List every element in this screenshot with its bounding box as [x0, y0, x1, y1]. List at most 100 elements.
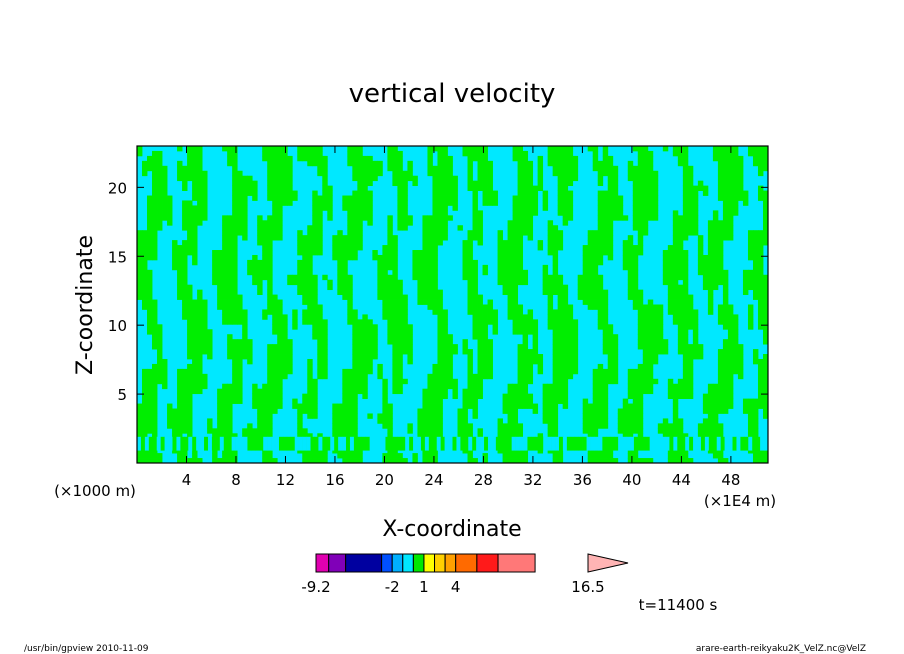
field-cell [442, 329, 448, 335]
field-cell [747, 403, 754, 409]
field-cell [747, 274, 754, 281]
field-cell [162, 383, 168, 390]
field-cell [437, 200, 443, 206]
field-cell [162, 378, 168, 385]
field-cell [572, 349, 579, 355]
field-cell [532, 319, 539, 325]
field-cell [677, 146, 684, 152]
field-cell [147, 368, 153, 375]
field-cell [407, 423, 413, 429]
field-cell [557, 274, 564, 281]
field-cell [647, 309, 654, 315]
field-cell [712, 254, 719, 261]
field-cell [352, 170, 358, 177]
field-cell [492, 195, 498, 201]
field-cell [689, 436, 694, 451]
field-cell [537, 433, 544, 439]
field-cell [232, 309, 238, 315]
field-cell [607, 200, 614, 206]
colorbar-tick-label: -9.2 [301, 578, 330, 596]
field-cell [177, 269, 183, 276]
field-cell [437, 150, 443, 157]
field-cell [317, 319, 323, 325]
field-cell [372, 339, 378, 345]
field-cell [157, 329, 163, 335]
field-cell [707, 254, 714, 261]
field-cell [217, 418, 223, 424]
field-cell [352, 235, 358, 241]
field-cell [512, 225, 519, 231]
field-cell [517, 403, 524, 409]
field-cell [482, 165, 488, 172]
field-cell [497, 245, 503, 251]
field-cell [607, 215, 614, 221]
field-cell [482, 453, 488, 459]
field-cell [312, 453, 318, 459]
field-cell [487, 170, 493, 177]
field-cell [682, 453, 689, 459]
field-cell [722, 185, 729, 191]
field-cell [362, 210, 368, 216]
field-cell [192, 259, 198, 266]
field-cell [192, 254, 198, 261]
field-cell [387, 334, 393, 340]
field-cell [742, 274, 749, 281]
field-cell [232, 289, 238, 295]
field-cell [187, 175, 193, 182]
field-cell [627, 245, 634, 251]
field-cell [212, 259, 218, 266]
field-cell [262, 259, 268, 266]
field-cell [347, 150, 353, 157]
field-cell [677, 274, 684, 281]
field-cell [282, 334, 288, 340]
field-cell [637, 299, 644, 305]
field-cell [637, 235, 644, 241]
field-cell [157, 354, 163, 360]
field-cell [382, 250, 388, 256]
field-cell [632, 220, 639, 226]
field-cell [402, 205, 408, 211]
field-cell [177, 250, 183, 256]
field-cell [752, 240, 759, 246]
field-cell [669, 436, 674, 451]
field-cell [362, 329, 368, 335]
field-cell [592, 368, 599, 375]
field-cell [432, 170, 438, 177]
field-cell [322, 344, 328, 350]
field-cell [607, 225, 614, 231]
field-cell [282, 185, 288, 191]
field-cell [337, 235, 343, 241]
field-cell [627, 368, 634, 375]
field-cell [762, 314, 768, 320]
field-cell [312, 393, 318, 400]
field-cell [682, 378, 689, 385]
field-cell [642, 150, 649, 157]
field-cell [142, 170, 148, 177]
field-cell [432, 254, 438, 261]
field-cell [187, 378, 193, 385]
field-cell [566, 436, 572, 451]
field-cell [742, 403, 749, 409]
field-cell [217, 289, 223, 295]
field-cell [382, 264, 388, 271]
field-cell [187, 205, 193, 211]
field-cell [317, 235, 323, 241]
field-cell [322, 274, 328, 281]
field-cell [562, 165, 569, 172]
field-cell [307, 160, 313, 167]
field-cell [472, 146, 478, 152]
field-cell [317, 210, 323, 216]
field-cell [347, 195, 353, 201]
field-cell [677, 329, 684, 335]
field-cell [592, 264, 599, 271]
field-cell [392, 339, 398, 345]
field-cell [482, 175, 488, 182]
field-cell [497, 254, 503, 261]
field-cell [287, 170, 293, 177]
field-cell [292, 403, 298, 409]
field-cell [557, 289, 564, 295]
field-cell [712, 408, 719, 414]
field-cell [322, 170, 328, 177]
field-cell [417, 259, 423, 266]
field-cell [157, 185, 163, 191]
